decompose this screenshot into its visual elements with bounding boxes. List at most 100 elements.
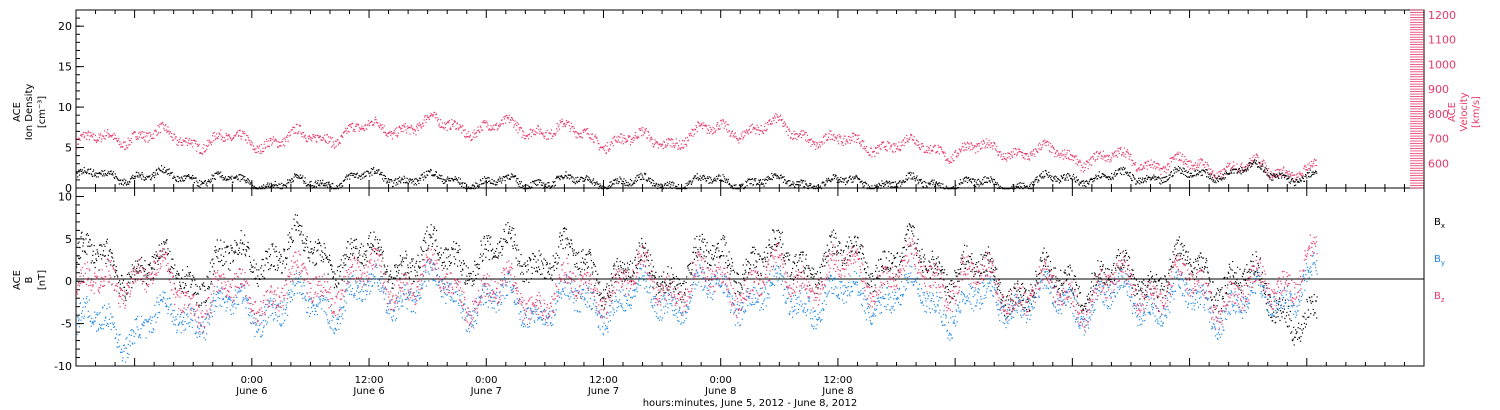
density-point <box>138 174 140 176</box>
bx-point <box>91 260 93 262</box>
velocity-point <box>475 131 477 133</box>
density-point <box>206 185 208 187</box>
velocity-point <box>898 148 901 150</box>
density-point <box>952 186 954 188</box>
velocity-point <box>1282 167 1284 169</box>
bx-point <box>77 242 79 244</box>
density-point <box>200 184 202 186</box>
velocity-point <box>1109 161 1111 163</box>
velocity-point <box>585 128 588 130</box>
density-point <box>1081 180 1083 182</box>
density-point <box>264 188 266 190</box>
velocity-point <box>812 141 814 143</box>
density-point <box>146 175 148 177</box>
velocity-point <box>785 130 787 133</box>
density-point <box>751 178 753 180</box>
velocity-point <box>780 119 782 121</box>
velocity-point <box>997 154 1000 156</box>
density-point <box>582 177 585 180</box>
bx-point <box>99 244 101 246</box>
density-point <box>956 187 958 190</box>
density-point <box>936 183 939 185</box>
velocity-point <box>1310 166 1312 168</box>
velocity-point <box>295 132 297 134</box>
velocity-point <box>787 134 789 136</box>
density-point <box>701 175 704 177</box>
density-point <box>921 181 923 183</box>
density-point <box>418 177 421 179</box>
velocity-point <box>1292 174 1294 176</box>
velocity-point <box>892 151 894 153</box>
velocity-point <box>701 127 704 130</box>
velocity-point <box>424 116 426 118</box>
density-point <box>632 182 634 184</box>
density-point <box>1113 173 1115 176</box>
bx-point <box>209 262 212 264</box>
velocity-point <box>1017 148 1020 150</box>
velocity-point <box>139 131 141 133</box>
density-point <box>1125 171 1127 173</box>
density-point <box>1174 166 1176 169</box>
bx-point <box>151 255 153 258</box>
density-point <box>933 179 935 181</box>
density-point <box>306 185 308 187</box>
density-point <box>1073 178 1075 180</box>
density-point <box>572 176 574 178</box>
density-point <box>846 182 848 184</box>
velocity-point <box>1000 154 1003 156</box>
velocity-point <box>322 137 324 139</box>
density-point <box>686 188 688 190</box>
velocity-point <box>1243 166 1245 169</box>
velocity-point <box>1064 156 1066 158</box>
velocity-point <box>522 130 524 132</box>
density-point <box>459 183 461 185</box>
density-point <box>452 179 454 181</box>
velocity-point <box>330 138 332 140</box>
velocity-point <box>1013 148 1015 150</box>
velocity-point <box>90 131 92 134</box>
velocity-point <box>891 144 893 146</box>
density-point <box>278 183 280 185</box>
velocity-point <box>562 125 564 128</box>
density-point <box>294 174 296 176</box>
velocity-point <box>346 132 348 134</box>
velocity-point <box>1145 162 1147 164</box>
bx-point <box>147 264 149 266</box>
density-point <box>1253 160 1255 162</box>
density-point <box>648 177 650 179</box>
velocity-point <box>691 128 693 130</box>
velocity-point <box>170 132 173 135</box>
velocity-point <box>999 151 1001 154</box>
density-point <box>632 183 634 185</box>
velocity-point <box>885 145 887 148</box>
density-point <box>890 182 892 184</box>
density-point <box>390 179 392 181</box>
density-point <box>711 181 714 183</box>
density-point <box>882 183 884 185</box>
bx-point <box>193 293 195 295</box>
density-point <box>1282 174 1284 177</box>
velocity-point <box>1302 175 1304 177</box>
velocity-point <box>1305 166 1307 168</box>
density-point <box>1219 178 1221 180</box>
velocity-point <box>190 139 193 141</box>
density-point <box>1259 168 1262 170</box>
density-point <box>416 178 418 181</box>
velocity-point <box>558 124 560 126</box>
density-point <box>493 180 496 182</box>
velocity-point <box>1073 155 1075 157</box>
velocity-point <box>730 134 732 136</box>
velocity-point <box>98 133 100 135</box>
density-point <box>112 174 114 176</box>
density-point <box>271 185 273 187</box>
velocity-point <box>561 120 564 122</box>
velocity-point <box>1170 161 1173 163</box>
velocity-point <box>592 138 594 140</box>
density-point <box>1258 166 1260 168</box>
density-point <box>381 171 383 174</box>
velocity-point <box>473 129 475 131</box>
density-point <box>1113 172 1116 174</box>
velocity-point <box>184 140 186 142</box>
velocity-point <box>963 142 966 144</box>
density-point <box>1276 175 1279 177</box>
